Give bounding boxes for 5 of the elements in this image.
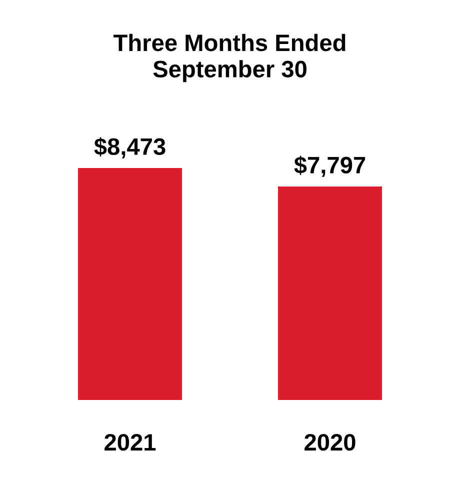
data-label: $8,473: [94, 137, 166, 158]
data-label: $7,797: [294, 156, 366, 177]
chart-title: Three Months Ended September 30: [114, 34, 346, 82]
x-tick-label: 2020: [304, 434, 356, 451]
x-tick-label: 2021: [104, 434, 156, 451]
